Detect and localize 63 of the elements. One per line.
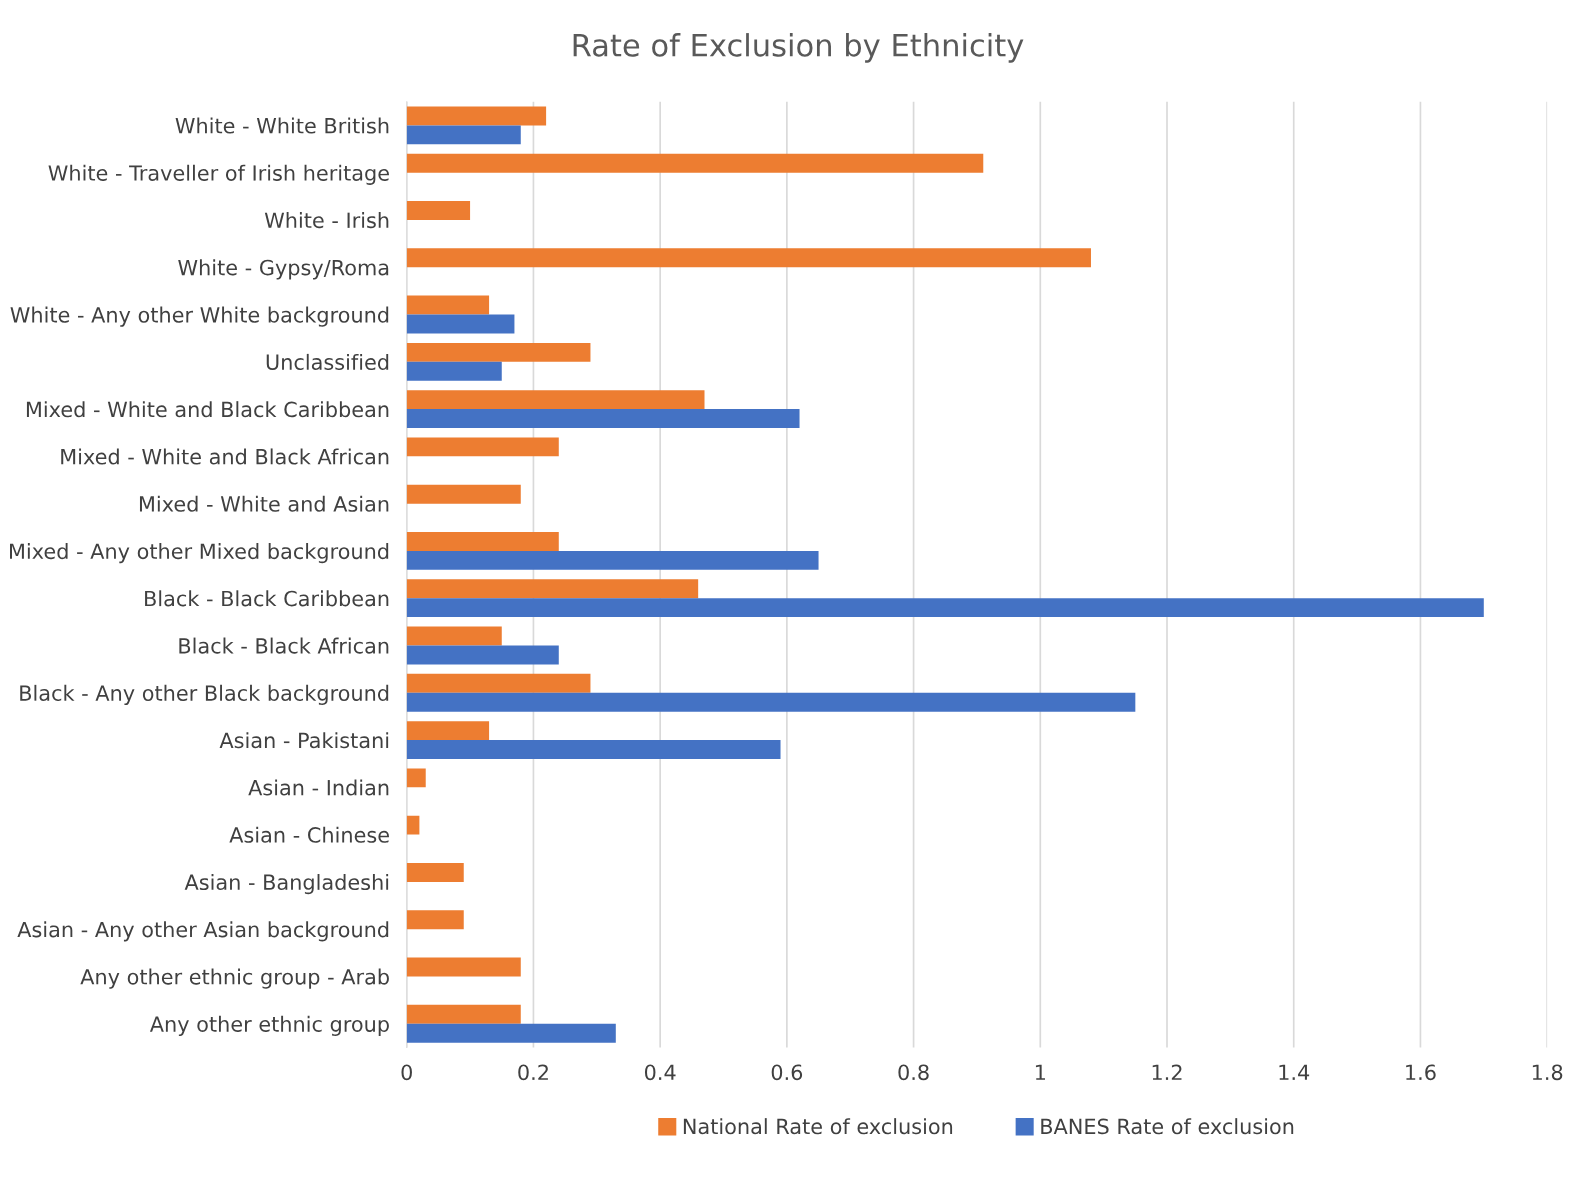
x-tick-label: 0	[401, 1064, 412, 1081]
bar	[406, 409, 800, 428]
y-tick-label: White - Gypsy/Roma	[178, 259, 389, 280]
y-tick-label: Mixed - White and Black Caribbean	[26, 401, 389, 418]
x-tick-label: 1.4	[1279, 1064, 1310, 1080]
y-tick-label: Asian - Bangladeshi	[184, 873, 389, 895]
bar	[406, 692, 1136, 712]
bar	[406, 295, 490, 315]
x-tick-label: 0.2	[518, 1064, 548, 1081]
bar	[406, 314, 515, 334]
bar	[406, 815, 420, 835]
y-tick-label: White - White British	[175, 117, 389, 134]
y-tick-label: Black - Black African	[179, 637, 389, 654]
y-tick-label: Any other ethnic group - Arab	[80, 968, 389, 989]
bar	[406, 125, 521, 145]
bar	[406, 342, 591, 362]
legend-label: BANES Rate of exclusion	[1041, 1118, 1294, 1135]
x-tick-label: 0.4	[644, 1064, 676, 1081]
chart-title: Rate of Exclusion by Ethnicity	[573, 33, 1024, 63]
bar	[406, 550, 819, 570]
y-tick-label: Any other ethnic group	[149, 1015, 389, 1036]
bar	[406, 153, 984, 173]
bar	[406, 437, 559, 457]
bar	[406, 740, 781, 759]
y-tick-label: Black - Any other Black background	[20, 684, 389, 706]
bar	[406, 390, 705, 410]
bar	[406, 248, 1091, 268]
bar	[406, 673, 591, 693]
bar	[406, 721, 490, 741]
bar	[406, 626, 502, 646]
bar	[406, 910, 464, 930]
bar	[406, 598, 1484, 618]
y-tick-label: Asian - Pakistani	[219, 732, 389, 749]
y-tick-label: Mixed - Any other Mixed background	[10, 543, 389, 564]
y-tick-label: Mixed - White and Asian	[139, 495, 389, 512]
bar	[406, 532, 559, 551]
bar	[406, 484, 521, 504]
x-tick-label: 1.2	[1152, 1064, 1182, 1080]
y-tick-label: Black - Black Caribbean	[145, 590, 389, 607]
y-tick-label: Unclassified	[266, 353, 389, 370]
bar	[406, 579, 699, 599]
bar	[406, 645, 559, 665]
y-tick-label: White - Traveller of Irish heritage	[48, 164, 389, 185]
y-tick-label: Asian - Indian	[248, 779, 389, 796]
bar	[406, 106, 547, 126]
x-tick-label: 1.6	[1406, 1064, 1436, 1081]
x-tick-label: 0.6	[771, 1064, 803, 1081]
bar	[406, 1004, 521, 1024]
bar	[406, 768, 426, 788]
bar	[406, 1023, 616, 1043]
y-tick-label: Asian - Any other Asian background	[17, 921, 389, 942]
legend-label: National Rate of exclusion	[683, 1118, 953, 1135]
y-tick-label: White - Irish	[264, 212, 389, 229]
y-tick-label: Mixed - White and Black African	[61, 448, 389, 465]
bar	[406, 361, 502, 381]
x-tick-label: 1.8	[1532, 1064, 1563, 1081]
y-tick-label: White - Any other White background	[10, 306, 389, 327]
x-tick-label: 0.8	[898, 1064, 929, 1081]
bar	[406, 862, 464, 882]
y-tick-label: Asian - Chinese	[229, 826, 389, 843]
x-tick-label: 1	[1035, 1064, 1045, 1080]
bar	[406, 201, 471, 220]
bar	[406, 957, 521, 977]
